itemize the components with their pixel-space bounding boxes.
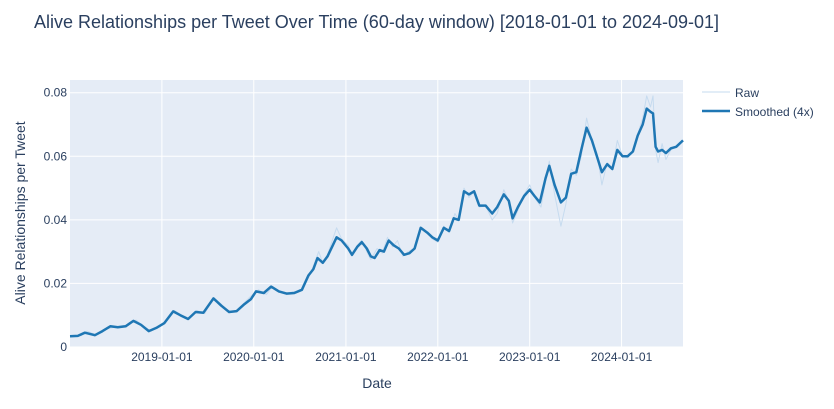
chart-title: Alive Relationships per Tweet Over Time … [34,12,719,32]
y-tick-label: 0.04 [44,213,68,227]
x-gridlines [161,80,623,347]
x-tick-label: 2022-01-01 [407,350,469,364]
x-axis-label: Date [362,375,392,391]
legend-label-smoothed: Smoothed (4x) [735,105,814,119]
legend-item-raw[interactable]: Raw [702,86,759,100]
series-line-smoothed[interactable] [69,107,684,338]
legend-label-raw: Raw [735,86,759,100]
y-tick-labels: 0 0.02 0.04 0.06 0.08 [44,86,68,354]
x-tick-labels: 2019-01-01 2020-01-01 2021-01-01 2022-01-01… [131,350,652,364]
y-tick-label: 0.08 [44,86,68,100]
x-tick-label: 2021-01-01 [315,350,377,364]
legend-item-smoothed[interactable]: Smoothed (4x) [702,105,814,119]
y-tick-label: 0.02 [44,276,68,290]
x-tick-label: 2023-01-01 [499,350,561,364]
series-lines [69,95,684,338]
plot-area [70,80,683,347]
x-tick-label: 2024-01-01 [591,350,653,364]
legend[interactable]: Raw Smoothed (4x) [702,86,814,119]
y-tick-label: 0.06 [44,149,68,163]
y-axis-label: Alive Relationships per Tweet [12,121,28,305]
x-tick-label: 2019-01-01 [131,350,193,364]
y-tick-label: 0 [60,340,67,354]
x-tick-label: 2020-01-01 [223,350,285,364]
